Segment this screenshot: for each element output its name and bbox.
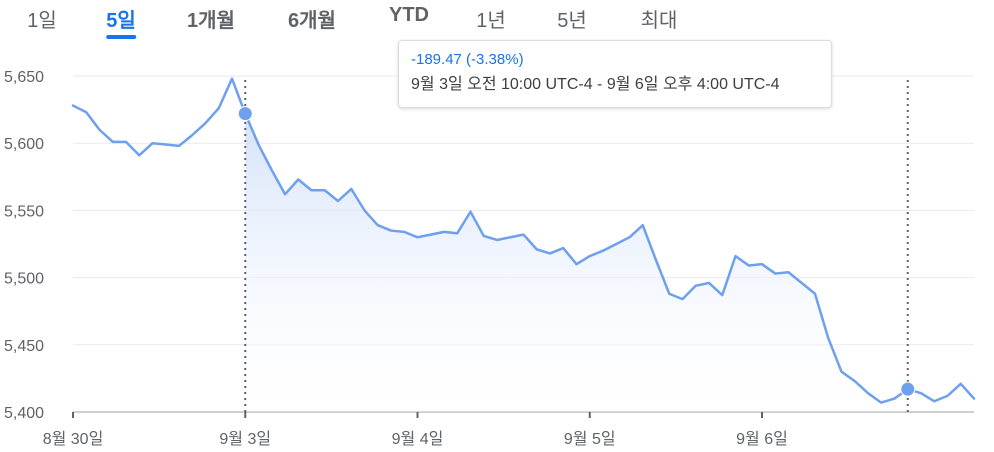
tab-ytd[interactable]: YTD [389,4,429,26]
x-tick-label: 9월 4일 [392,430,444,448]
selection-end-point[interactable] [900,381,916,397]
x-tick-label: 9월 5일 [564,430,616,448]
tab-max[interactable]: 최대 [640,10,678,32]
selection-start-point[interactable] [237,106,253,122]
y-tick-label: 5,550 [4,203,44,220]
tab-1m[interactable]: 1개월 [187,10,235,32]
tooltip-range: 9월 3일 오전 10:00 UTC-4 - 9월 6일 오후 4:00 UTC… [411,76,780,93]
range-tabs: 1일 5일 1개월 6개월 YTD 1년 5년 최대 [0,0,994,40]
y-tick-label: 5,650 [4,69,44,86]
tooltip-change: -189.47 (-3.38%) [411,51,524,68]
x-tick-label: 9월 3일 [219,430,271,448]
y-tick-label: 5,400 [4,405,44,422]
y-tick-label: 5,600 [4,136,44,153]
tab-5d[interactable]: 5일 [106,4,136,39]
tab-1y[interactable]: 1년 [476,10,506,32]
tab-5y[interactable]: 5년 [557,10,587,32]
price-line [71,77,976,404]
x-tick-label: 9월 6일 [736,430,788,448]
x-tick-label: 8월 30일 [43,430,104,448]
selection-area [245,113,908,412]
selection-tooltip: -189.47 (-3.38%) 9월 3일 오전 10:00 UTC-4 - … [398,40,832,108]
tab-1d[interactable]: 1일 [27,10,57,32]
y-tick-label: 5,450 [4,338,44,355]
tab-6m[interactable]: 6개월 [288,10,336,32]
y-tick-label: 5,500 [4,271,44,288]
